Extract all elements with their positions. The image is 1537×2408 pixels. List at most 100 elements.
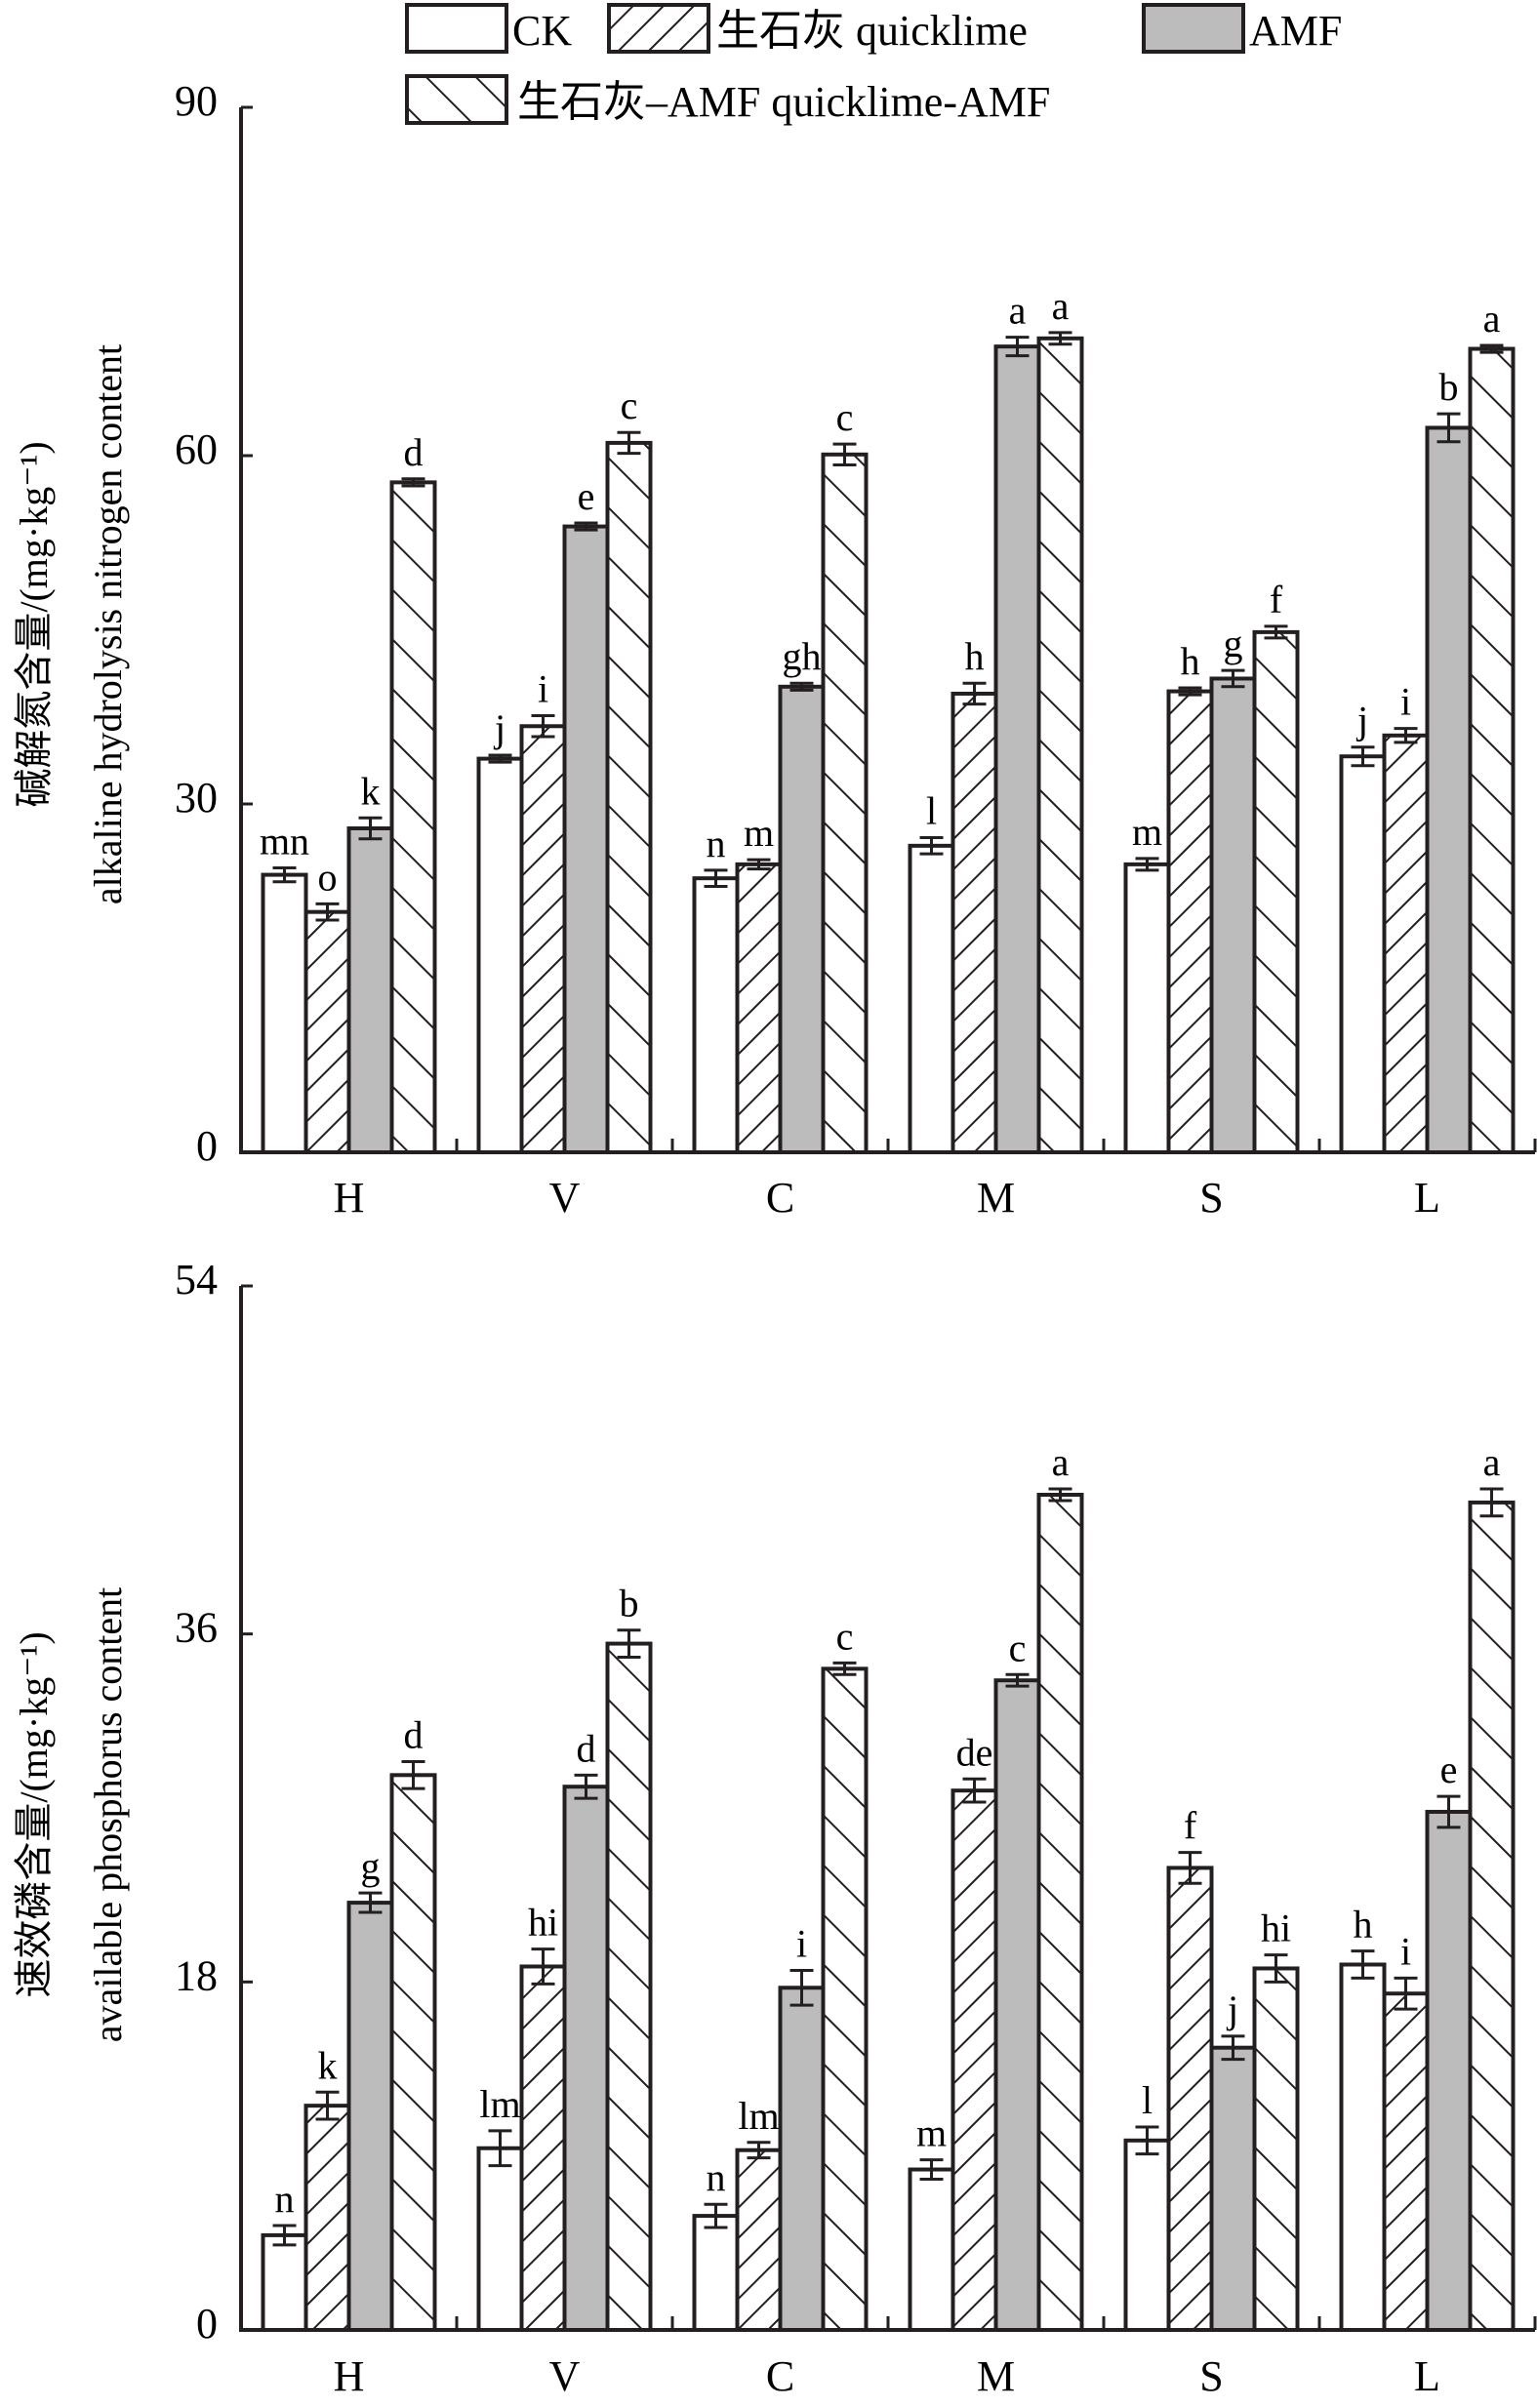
error-bar bbox=[1479, 343, 1504, 354]
legend-item-amf: AMF bbox=[1142, 3, 1342, 55]
error-bar bbox=[1135, 2125, 1159, 2156]
error-bar bbox=[832, 1661, 857, 1676]
significance-label: m bbox=[744, 811, 774, 855]
error-bar bbox=[401, 477, 425, 488]
bar-quicklime-m bbox=[951, 691, 998, 1154]
bar-quicklime-amf-s bbox=[1252, 629, 1300, 1154]
significance-label: hi bbox=[528, 1901, 558, 1945]
bar-quicklime-amf-c bbox=[821, 452, 869, 1154]
significance-label: n bbox=[275, 2177, 295, 2221]
significance-label: d bbox=[404, 430, 424, 474]
y-axis-title: 速效磷含量/(mg·kg⁻¹) available phosphorus con… bbox=[12, 1587, 130, 2043]
significance-label: a bbox=[1009, 289, 1027, 333]
bar-amf-l bbox=[1425, 425, 1473, 1154]
significance-label: i bbox=[538, 667, 548, 711]
chart-available-phosphorus: 速效磷含量/(mg·kg⁻¹) available phosphorus con… bbox=[12, 1256, 1537, 2400]
significance-label: hi bbox=[1261, 1906, 1291, 1950]
error-bar bbox=[358, 1891, 383, 1914]
legend-label-quicklime-amf: 生石灰–AMF quicklime-AMF bbox=[517, 78, 1050, 126]
error-bar bbox=[1048, 331, 1072, 346]
bar-quicklime-amf-v bbox=[605, 1641, 653, 2332]
error-bar bbox=[1394, 1976, 1418, 2011]
significance-label: gh bbox=[783, 634, 822, 678]
bar-quicklime-amf-m bbox=[1036, 1493, 1084, 2332]
significance-label: a bbox=[1483, 1440, 1501, 1484]
bar-quicklime-s bbox=[1166, 1866, 1214, 2332]
significance-label: f bbox=[1184, 1804, 1197, 1848]
y-axis-title-en: alkaline hydrolysis nitrogen content bbox=[86, 344, 130, 904]
error-bar bbox=[315, 2090, 340, 2121]
bar-ck-l bbox=[1339, 1962, 1387, 2332]
x-tick-label-l: L bbox=[1414, 1174, 1440, 1222]
error-bar bbox=[1479, 1487, 1504, 1518]
bar-amf-l bbox=[1425, 1809, 1473, 2333]
significance-label: g bbox=[1224, 622, 1243, 665]
bar-ck-v bbox=[476, 2146, 524, 2332]
axes: 0 30 60 90 bbox=[175, 77, 1537, 1170]
bar-quicklime-l bbox=[1382, 1991, 1430, 2332]
x-tick-label-h: H bbox=[334, 1174, 365, 1222]
significance-label: c bbox=[836, 1614, 854, 1658]
y-tick-label: 90 bbox=[175, 77, 218, 125]
bar-amf-m bbox=[993, 1678, 1041, 2332]
significance-label: i bbox=[796, 1921, 807, 1965]
bar-quicklime-amf-h bbox=[389, 480, 437, 1154]
error-bar bbox=[531, 1947, 555, 1986]
error-bar bbox=[488, 753, 512, 764]
error-bar bbox=[272, 2224, 297, 2247]
significance-label: h bbox=[1354, 1903, 1373, 1946]
significance-label: i bbox=[1400, 1929, 1411, 1973]
bar-ck-h bbox=[261, 872, 308, 1155]
error-bar bbox=[574, 521, 598, 532]
x-tick-label-s: S bbox=[1199, 2352, 1223, 2400]
bar-quicklime-v bbox=[519, 1964, 567, 2332]
significance-label: k bbox=[361, 769, 381, 813]
error-bar bbox=[789, 1968, 814, 2007]
bar-quicklime-l bbox=[1382, 733, 1430, 1154]
significance-label: k bbox=[318, 2043, 338, 2087]
bar-quicklime-m bbox=[951, 1788, 998, 2332]
significance-label: j bbox=[1226, 1987, 1238, 2031]
x-tick-label-v: V bbox=[549, 2352, 581, 2400]
significance-label: d bbox=[577, 1726, 596, 1770]
significance-label: a bbox=[1483, 297, 1501, 341]
significance-label: e bbox=[578, 474, 595, 518]
bar-ck-v bbox=[476, 756, 524, 1155]
significance-label: a bbox=[1052, 1440, 1070, 1484]
error-bar bbox=[617, 430, 641, 456]
bar-ck-m bbox=[908, 2167, 955, 2333]
bar-amf-m bbox=[993, 344, 1041, 1154]
significance-label: de bbox=[956, 1730, 993, 1774]
y-axis-title-cn: 速效磷含量/(mg·kg⁻¹) bbox=[12, 1631, 56, 1997]
bar-quicklime-amf-c bbox=[821, 1666, 869, 2333]
y-tick-label: 30 bbox=[175, 774, 218, 822]
error-bar bbox=[617, 1628, 641, 1659]
legend-item-quicklime: 生石灰 quicklime bbox=[607, 3, 1028, 55]
bar-ck-m bbox=[908, 843, 955, 1155]
bar-amf-h bbox=[346, 825, 394, 1154]
error-bar bbox=[401, 1759, 425, 1790]
significance-label: l bbox=[926, 789, 937, 833]
error-bar bbox=[1264, 1953, 1288, 1984]
error-bar bbox=[1005, 336, 1030, 358]
bar-amf-h bbox=[346, 1901, 394, 2333]
significance-label: i bbox=[1400, 680, 1411, 724]
error-bar bbox=[1394, 727, 1418, 744]
bar-amf-v bbox=[562, 524, 610, 1154]
significance-label: c bbox=[836, 395, 854, 439]
significance-label: m bbox=[916, 2111, 947, 2155]
significance-label: d bbox=[404, 1712, 424, 1756]
bar-ck-c bbox=[692, 2214, 740, 2332]
error-bar bbox=[1178, 1851, 1202, 1885]
significance-label: j bbox=[493, 706, 506, 750]
significance-label: lm bbox=[479, 2082, 520, 2126]
error-bar bbox=[488, 2129, 512, 2168]
error-bar bbox=[1436, 412, 1461, 444]
error-bar bbox=[1135, 857, 1159, 872]
error-bar bbox=[919, 2158, 944, 2181]
significance-label: c bbox=[1009, 1625, 1027, 1669]
error-bar bbox=[358, 816, 383, 841]
error-bar bbox=[1351, 745, 1375, 768]
